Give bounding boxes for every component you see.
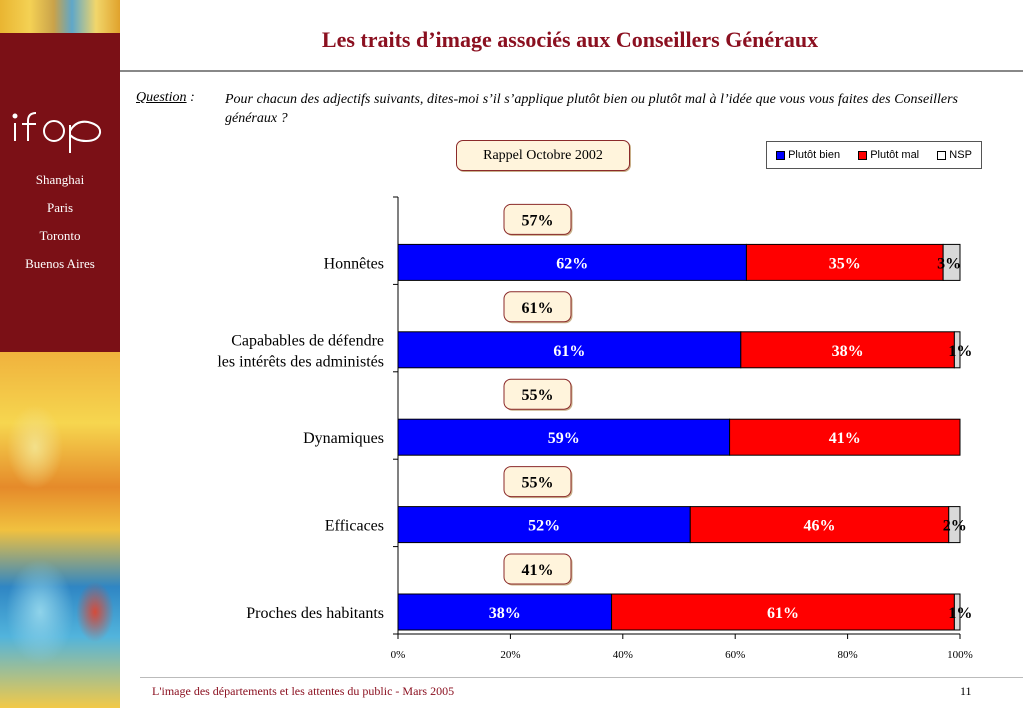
x-tick-label: 40% xyxy=(613,649,633,661)
bar-segment-plut-t-bien xyxy=(397,243,747,281)
rappel-value: 55% xyxy=(522,475,554,492)
category-label: Honnêtes xyxy=(324,255,384,272)
x-tick-label: 80% xyxy=(838,649,858,661)
legend-label-plutot-bien: Plutôt bien xyxy=(788,149,841,161)
office-cities: Shanghai Paris Toronto Buenos Aires xyxy=(0,171,120,283)
legend-swatch-plutot-bien xyxy=(776,150,786,160)
bar-segment-plut-t-bien xyxy=(397,506,691,544)
bar-segment-nsp xyxy=(948,506,961,544)
data-label: 46% xyxy=(804,518,836,535)
ifop-logo: ifop xyxy=(12,112,102,153)
bar-segment-plut-t-mal xyxy=(745,243,944,281)
question-label: Question : xyxy=(136,90,195,106)
data-label: 61% xyxy=(553,343,585,360)
rappel-value-box xyxy=(503,203,572,235)
rappel-value-box xyxy=(503,466,572,498)
rappel-value: 41% xyxy=(522,562,554,579)
data-label: 3% xyxy=(937,255,961,272)
rappel-value-box xyxy=(503,378,572,410)
category-label: Capabables de défendre les intérêts des a… xyxy=(217,332,384,370)
city-shanghai: Shanghai xyxy=(35,172,85,187)
bar-segment-plut-t-mal xyxy=(689,506,950,544)
rappel-value-box xyxy=(503,553,572,585)
chart-legend: Plutôt bien Plutôt mal NSP xyxy=(766,141,982,169)
data-label: 62% xyxy=(556,255,588,272)
city-toronto: Toronto xyxy=(39,228,81,243)
bar-segment-plut-t-bien xyxy=(397,331,742,369)
x-tick-label: 100% xyxy=(947,649,973,661)
city-buenos-aires: Buenos Aires xyxy=(25,256,95,271)
decorative-art-top xyxy=(0,0,120,33)
data-label: 38% xyxy=(489,605,521,622)
brand-panel: ifop xyxy=(0,33,120,352)
question-label-text: Question xyxy=(136,90,187,105)
title-divider xyxy=(120,70,1023,72)
decorative-art-bottom xyxy=(0,352,120,708)
legend-swatch-nsp xyxy=(937,150,947,160)
data-label: 41% xyxy=(829,430,861,447)
rappel-badge: Rappel Octobre 2002 xyxy=(456,140,630,171)
bar-segment-nsp xyxy=(942,243,961,281)
legend-item-nsp: NSP xyxy=(937,149,972,161)
legend-item-plutot-mal: Plutôt mal xyxy=(858,149,919,161)
question-text: Pour chacun des adjectifs suivants, dite… xyxy=(225,92,958,126)
data-label: 38% xyxy=(832,343,864,360)
question-label-suffix: : xyxy=(186,90,195,105)
data-label: 35% xyxy=(829,255,861,272)
data-label: 1% xyxy=(948,605,972,622)
category-label: Dynamiques xyxy=(303,430,384,447)
data-label: 52% xyxy=(528,518,560,535)
legend-label-plutot-mal: Plutôt mal xyxy=(870,149,920,161)
legend-label-nsp: NSP xyxy=(949,149,972,161)
city-paris: Paris xyxy=(47,200,73,215)
footer-report-title: L'image des départements et les attentes… xyxy=(152,684,455,698)
page-number: 11 xyxy=(960,684,972,698)
legend-item-plutot-bien: Plutôt bien xyxy=(776,149,840,161)
rappel-value: 61% xyxy=(522,300,554,317)
data-label: 59% xyxy=(548,430,580,447)
x-tick-label: 0% xyxy=(391,649,406,661)
category-label: Efficaces xyxy=(325,518,384,535)
bar-segment-nsp xyxy=(953,593,961,631)
footer-divider xyxy=(140,677,1023,678)
bar-segment-plut-t-bien xyxy=(397,593,613,631)
bar-segment-plut-t-bien xyxy=(397,418,731,456)
x-tick-label: 60% xyxy=(725,649,745,661)
data-label: 2% xyxy=(943,518,967,535)
x-tick-label: 20% xyxy=(500,649,520,661)
sidebar: ifop Shanghai Paris Toronto Buenos Aires xyxy=(0,0,120,708)
bar-segment-nsp xyxy=(953,331,961,369)
rappel-value: 55% xyxy=(522,387,554,404)
bar-segment-plut-t-mal xyxy=(729,418,961,456)
category-label: Proches des habitants xyxy=(246,605,384,622)
data-label: 61% xyxy=(767,605,799,622)
legend-swatch-plutot-mal xyxy=(858,150,868,160)
bar-segment-plut-t-mal xyxy=(611,593,955,631)
data-label: 1% xyxy=(948,343,972,360)
rappel-value: 57% xyxy=(522,212,554,229)
rappel-value-box xyxy=(503,291,572,323)
page-title: Les traits d’image associés aux Conseill… xyxy=(321,27,819,52)
